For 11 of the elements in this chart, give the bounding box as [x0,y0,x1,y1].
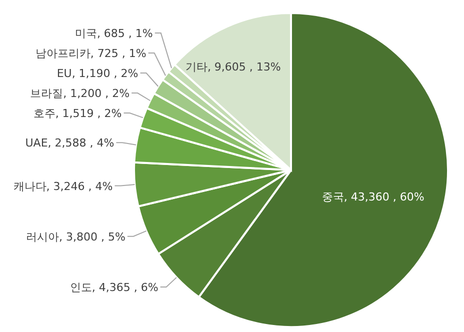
slice-label: 호주, 1,519 , 2% [33,107,122,120]
slice-label: 브라질, 1,200 , 2% [30,87,130,100]
slice-label: UAE, 2,588 , 4% [25,136,114,150]
slice-label: 기타, 9,605 , 13% [185,60,281,74]
slice-label: 인도, 4,365 , 6% [70,281,158,294]
slice-label: 중국, 43,360 , 60% [322,190,424,204]
slice-label: 러시아, 3,800 , 5% [26,230,126,244]
slice-label: 캐나다, 3,246 , 4% [13,180,113,193]
slice-label: 남아프리카, 725 , 1% [35,47,146,60]
slice-label: EU, 1,190 , 2% [56,67,138,80]
slice-label: 미국, 685 , 1% [74,27,153,40]
